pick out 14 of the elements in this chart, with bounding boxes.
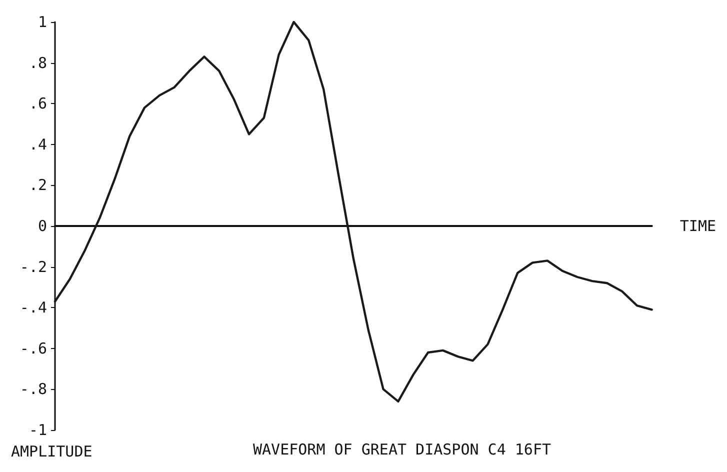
- y-tick-label: .2: [28, 176, 47, 194]
- x-axis-title: TIME: [680, 217, 716, 235]
- y-tick-label: .8: [28, 54, 47, 72]
- y-tick-label: -.4: [20, 298, 47, 317]
- text: WAVEFORM OF GREAT DIASPON C4 16FT: [253, 440, 552, 458]
- y-tick-label: -.8: [20, 380, 47, 398]
- y-tick-label: 0: [38, 217, 47, 235]
- y-tick-label: -.6: [20, 339, 47, 358]
- y-tick-label: .6: [28, 94, 47, 113]
- y-tick-label: -.2: [20, 258, 47, 276]
- y-axis-title: AMPLITUDE: [11, 442, 92, 460]
- y-tick-label: 1: [38, 13, 47, 31]
- y-tick-label: .4: [28, 135, 47, 154]
- y-tick-label: -1: [28, 421, 47, 439]
